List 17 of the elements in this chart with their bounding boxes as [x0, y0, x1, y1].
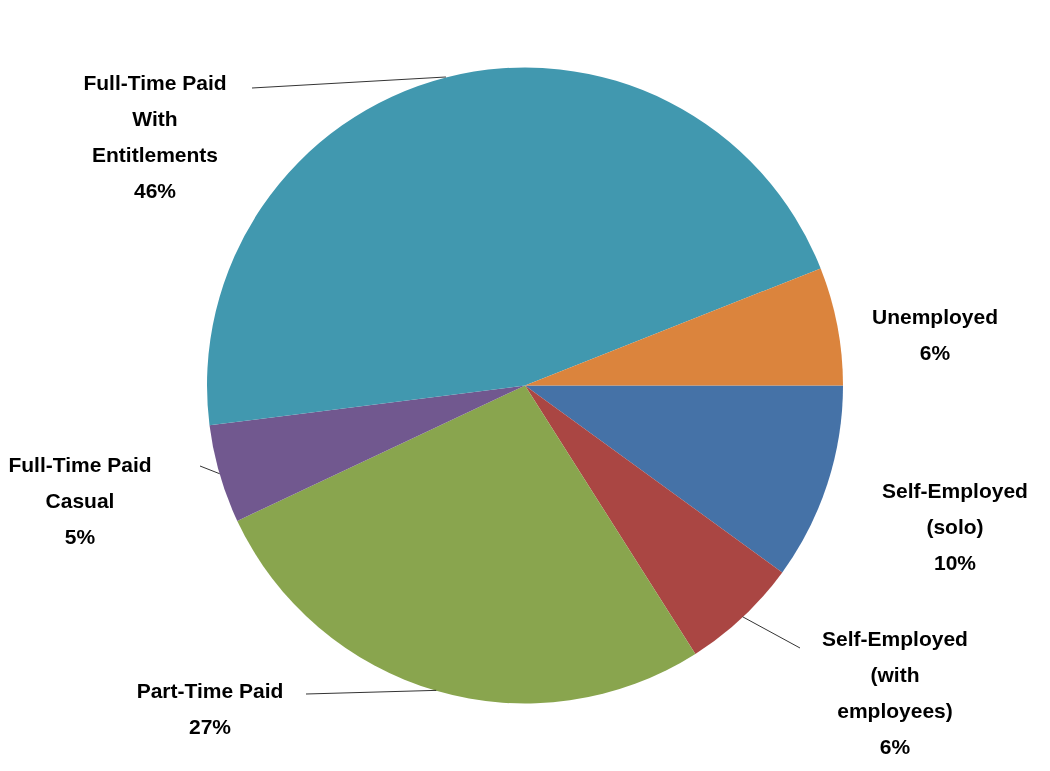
pie-slice	[237, 385, 696, 704]
pie-slice	[209, 385, 525, 521]
slice-label: Full-Time Paid Casual	[8, 453, 152, 512]
slice-label: Self-Employed (solo)	[882, 479, 1028, 538]
data-label: 10%	[933, 551, 977, 574]
data-label: 27%	[188, 715, 232, 738]
data-label: 46%	[133, 179, 177, 202]
data-label: 6%	[879, 735, 911, 758]
pie-slice	[525, 268, 843, 386]
slice-label: Unemployed	[871, 305, 999, 328]
data-label: 5%	[64, 525, 96, 548]
pie-slice	[525, 385, 843, 573]
slice-label: Part-Time Paid	[136, 679, 284, 702]
data-label: 6%	[919, 341, 951, 364]
pie-slice	[525, 385, 783, 654]
slice-label: Self-Employed (with employees)	[822, 627, 968, 722]
slice-label: Full-Time Paid With Entitlements	[83, 71, 227, 166]
